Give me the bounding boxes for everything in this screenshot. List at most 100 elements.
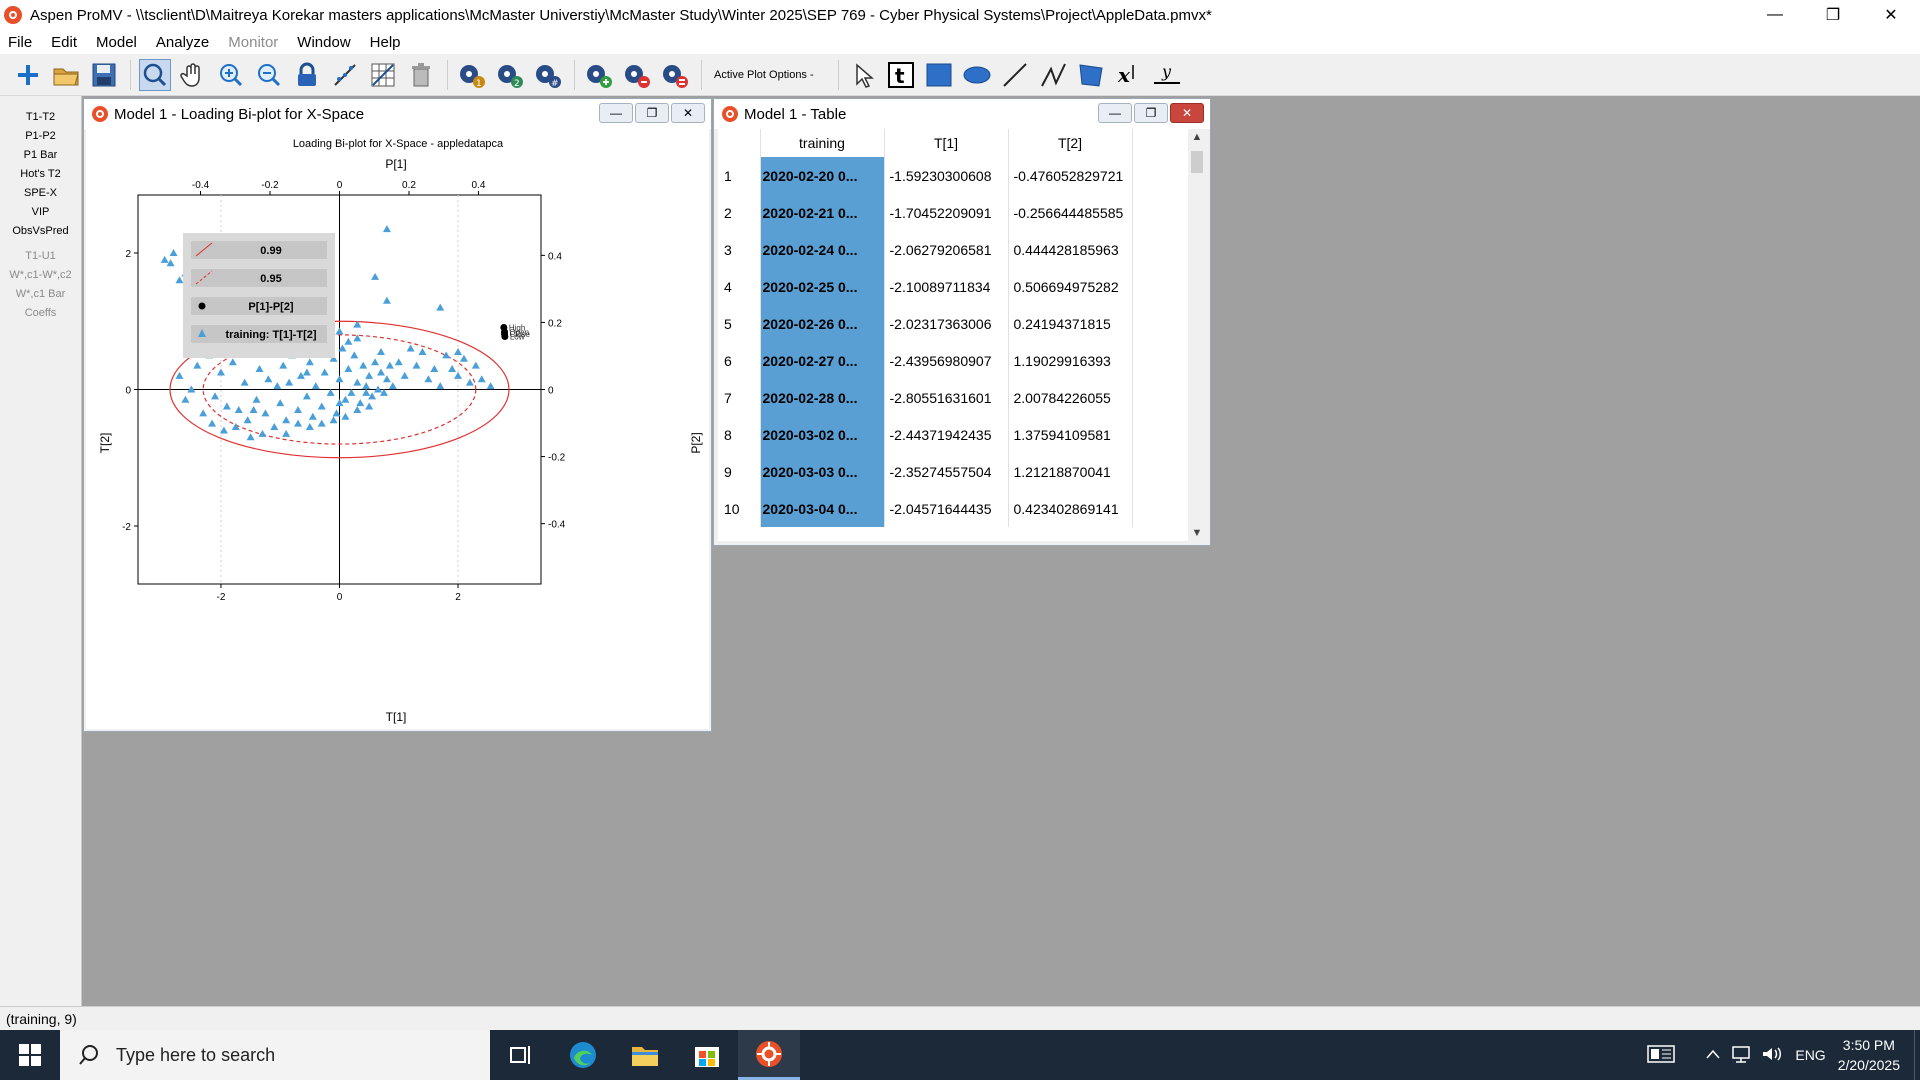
table-cell[interactable]: 2020-02-28 0... bbox=[760, 379, 885, 416]
plot-item-t1-t2[interactable]: T1-T2 bbox=[25, 111, 56, 123]
table-cell[interactable]: -1.59230300608 bbox=[884, 157, 1009, 194]
plot-window-title-bar[interactable]: Model 1 - Loading Bi-plot for X-Space — … bbox=[84, 99, 711, 129]
show-desktop-button[interactable] bbox=[1914, 1030, 1920, 1080]
polyline-tool-icon[interactable] bbox=[1037, 59, 1069, 91]
plot-item-coeffs[interactable]: Coeffs bbox=[24, 307, 57, 319]
taskbar-clock[interactable]: 3:50 PM 2/20/2025 bbox=[1838, 1035, 1900, 1075]
plot-item-obsvspred[interactable]: ObsVsPred bbox=[12, 225, 69, 237]
task-view-icon[interactable] bbox=[490, 1030, 552, 1080]
pan-hand-icon[interactable] bbox=[177, 59, 209, 91]
table-row[interactable]: 6 2020-02-27 0... -2.43956980907 1.19029916… bbox=[718, 342, 1133, 379]
column-header[interactable]: T[1] bbox=[884, 129, 1009, 157]
scroll-thumb[interactable] bbox=[1191, 151, 1203, 173]
model-gear-1-icon[interactable]: 1 bbox=[456, 59, 488, 91]
menu-file[interactable]: File bbox=[8, 33, 33, 51]
row-number-cell[interactable]: 2 bbox=[718, 194, 761, 231]
plot-item-vip[interactable]: VIP bbox=[31, 206, 50, 218]
table-cell[interactable]: 2020-03-03 0... bbox=[760, 453, 885, 490]
select-zoom-icon[interactable] bbox=[139, 58, 171, 91]
table-row[interactable]: 1 2020-02-20 0... -1.59230300608 -0.4760528… bbox=[718, 157, 1133, 194]
table-row[interactable]: 4 2020-02-25 0... -2.10089711834 0.50669497… bbox=[718, 268, 1133, 305]
table-cell[interactable]: -1.70452209091 bbox=[884, 194, 1009, 231]
menu-analyze[interactable]: Analyze bbox=[155, 33, 210, 51]
zoom-out-icon[interactable] bbox=[253, 59, 285, 91]
row-number-cell[interactable]: 10 bbox=[718, 490, 761, 527]
menu-window[interactable]: Window bbox=[297, 33, 351, 51]
table-row[interactable]: 9 2020-03-03 0... -2.35274557504 1.21218870… bbox=[718, 453, 1133, 490]
table-cell[interactable]: 0.506694975282 bbox=[1008, 268, 1133, 305]
column-header[interactable]: T[2] bbox=[1008, 129, 1133, 157]
table-cell[interactable]: 2.00784226055 bbox=[1008, 379, 1133, 416]
table-cell[interactable]: 2020-03-04 0... bbox=[760, 490, 885, 527]
table-cell[interactable]: 2020-02-24 0... bbox=[760, 231, 885, 268]
network-icon[interactable] bbox=[1731, 1045, 1753, 1066]
table-cell[interactable]: 2020-02-26 0... bbox=[760, 305, 885, 342]
menu-model[interactable]: Model bbox=[96, 33, 137, 51]
text-tool-icon[interactable]: t bbox=[885, 59, 917, 91]
table-cell[interactable]: -2.10089711834 bbox=[884, 268, 1009, 305]
table-cell[interactable]: -2.35274557504 bbox=[884, 453, 1009, 490]
row-number-cell[interactable]: 6 bbox=[718, 342, 761, 379]
open-folder-icon[interactable] bbox=[50, 59, 82, 91]
table-cell[interactable]: 2020-02-25 0... bbox=[760, 268, 885, 305]
scroll-down-icon[interactable]: ▼ bbox=[1191, 527, 1203, 539]
ellipse-tool-icon[interactable] bbox=[961, 59, 993, 91]
windows-start-icon[interactable] bbox=[0, 1030, 60, 1080]
menu-monitor[interactable]: Monitor bbox=[228, 33, 279, 51]
minimize-button[interactable]: — bbox=[1767, 6, 1783, 23]
row-number-cell[interactable]: 5 bbox=[718, 305, 761, 342]
file-explorer-icon[interactable] bbox=[614, 1030, 676, 1080]
plot-area[interactable]: Loading Bi-plot for X-Space - appledatap… bbox=[86, 129, 709, 729]
plot-close-button[interactable]: ✕ bbox=[671, 103, 705, 123]
table-row[interactable]: 8 2020-03-02 0... -2.44371942435 1.37594109… bbox=[718, 416, 1133, 453]
model-gear-all-icon[interactable]: # bbox=[532, 59, 564, 91]
table-cell[interactable]: -2.80551631601 bbox=[884, 379, 1009, 416]
pointer-icon[interactable] bbox=[847, 59, 879, 91]
table-cell[interactable]: 1.21218870041 bbox=[1008, 453, 1133, 490]
table-maximize-button[interactable]: ❐ bbox=[1134, 103, 1168, 123]
menu-edit[interactable]: Edit bbox=[51, 33, 78, 51]
plot-item-spe-x[interactable]: SPE-X bbox=[23, 187, 57, 199]
column-header[interactable]: training bbox=[760, 129, 885, 157]
rectangle-tool-icon[interactable] bbox=[923, 59, 955, 91]
plot-item-p1-p2[interactable]: P1-P2 bbox=[25, 130, 56, 142]
table-cell[interactable]: -2.44371942435 bbox=[884, 416, 1009, 453]
table-cell[interactable]: 2020-02-21 0... bbox=[760, 194, 885, 231]
table-close-button[interactable]: ✕ bbox=[1170, 103, 1204, 123]
biplot-chart[interactable]: Loading Bi-plot for X-Space - appledatap… bbox=[86, 129, 709, 729]
table-cell[interactable]: 2020-02-20 0... bbox=[760, 157, 885, 194]
language-indicator[interactable]: ENG bbox=[1795, 1047, 1826, 1063]
polygon-tool-icon[interactable] bbox=[1075, 59, 1107, 91]
table-window-title-bar[interactable]: Model 1 - Table — ❐ ✕ bbox=[714, 99, 1210, 129]
table-cell[interactable]: -0.256644485585 bbox=[1008, 194, 1133, 231]
plot-maximize-button[interactable]: ❐ bbox=[635, 103, 669, 123]
table-cell[interactable]: 0.444428185963 bbox=[1008, 231, 1133, 268]
table-cell[interactable]: -2.43956980907 bbox=[884, 342, 1009, 379]
line-fit-icon[interactable] bbox=[329, 59, 361, 91]
plot-item-wc1-wc2[interactable]: W*,c1-W*,c2 bbox=[9, 269, 72, 281]
save-icon[interactable] bbox=[88, 59, 120, 91]
row-number-cell[interactable]: 8 bbox=[718, 416, 761, 453]
aspen-promv-taskbar-icon[interactable] bbox=[738, 1030, 800, 1080]
row-number-cell[interactable]: 3 bbox=[718, 231, 761, 268]
chevron-up-icon[interactable] bbox=[1705, 1047, 1721, 1063]
table-row[interactable]: 3 2020-02-24 0... -2.06279206581 0.44442818… bbox=[718, 231, 1133, 268]
plot-item-hots-t2[interactable]: Hot's T2 bbox=[20, 168, 61, 180]
table-cell[interactable]: -0.476052829721 bbox=[1008, 157, 1133, 194]
table-cell[interactable]: 1.37594109581 bbox=[1008, 416, 1133, 453]
row-number-cell[interactable]: 4 bbox=[718, 268, 761, 305]
line-tool-icon[interactable] bbox=[999, 59, 1031, 91]
clear-components-icon[interactable] bbox=[659, 59, 691, 91]
row-number-cell[interactable]: 7 bbox=[718, 379, 761, 416]
table-row[interactable]: 7 2020-02-28 0... -2.80551631601 2.00784226… bbox=[718, 379, 1133, 416]
row-number-cell[interactable]: 9 bbox=[718, 453, 761, 490]
model-gear-2-icon[interactable]: 2 bbox=[494, 59, 526, 91]
add-component-icon[interactable] bbox=[583, 59, 615, 91]
row-number-cell[interactable]: 1 bbox=[718, 157, 761, 194]
new-icon[interactable] bbox=[12, 59, 44, 91]
plot-item-t1-u1[interactable]: T1-U1 bbox=[25, 250, 56, 262]
table-cell[interactable]: -2.04571644435 bbox=[884, 490, 1009, 527]
table-cell[interactable]: 1.19029916393 bbox=[1008, 342, 1133, 379]
news-widget-icon[interactable] bbox=[1647, 1044, 1676, 1067]
remove-component-icon[interactable] bbox=[621, 59, 653, 91]
